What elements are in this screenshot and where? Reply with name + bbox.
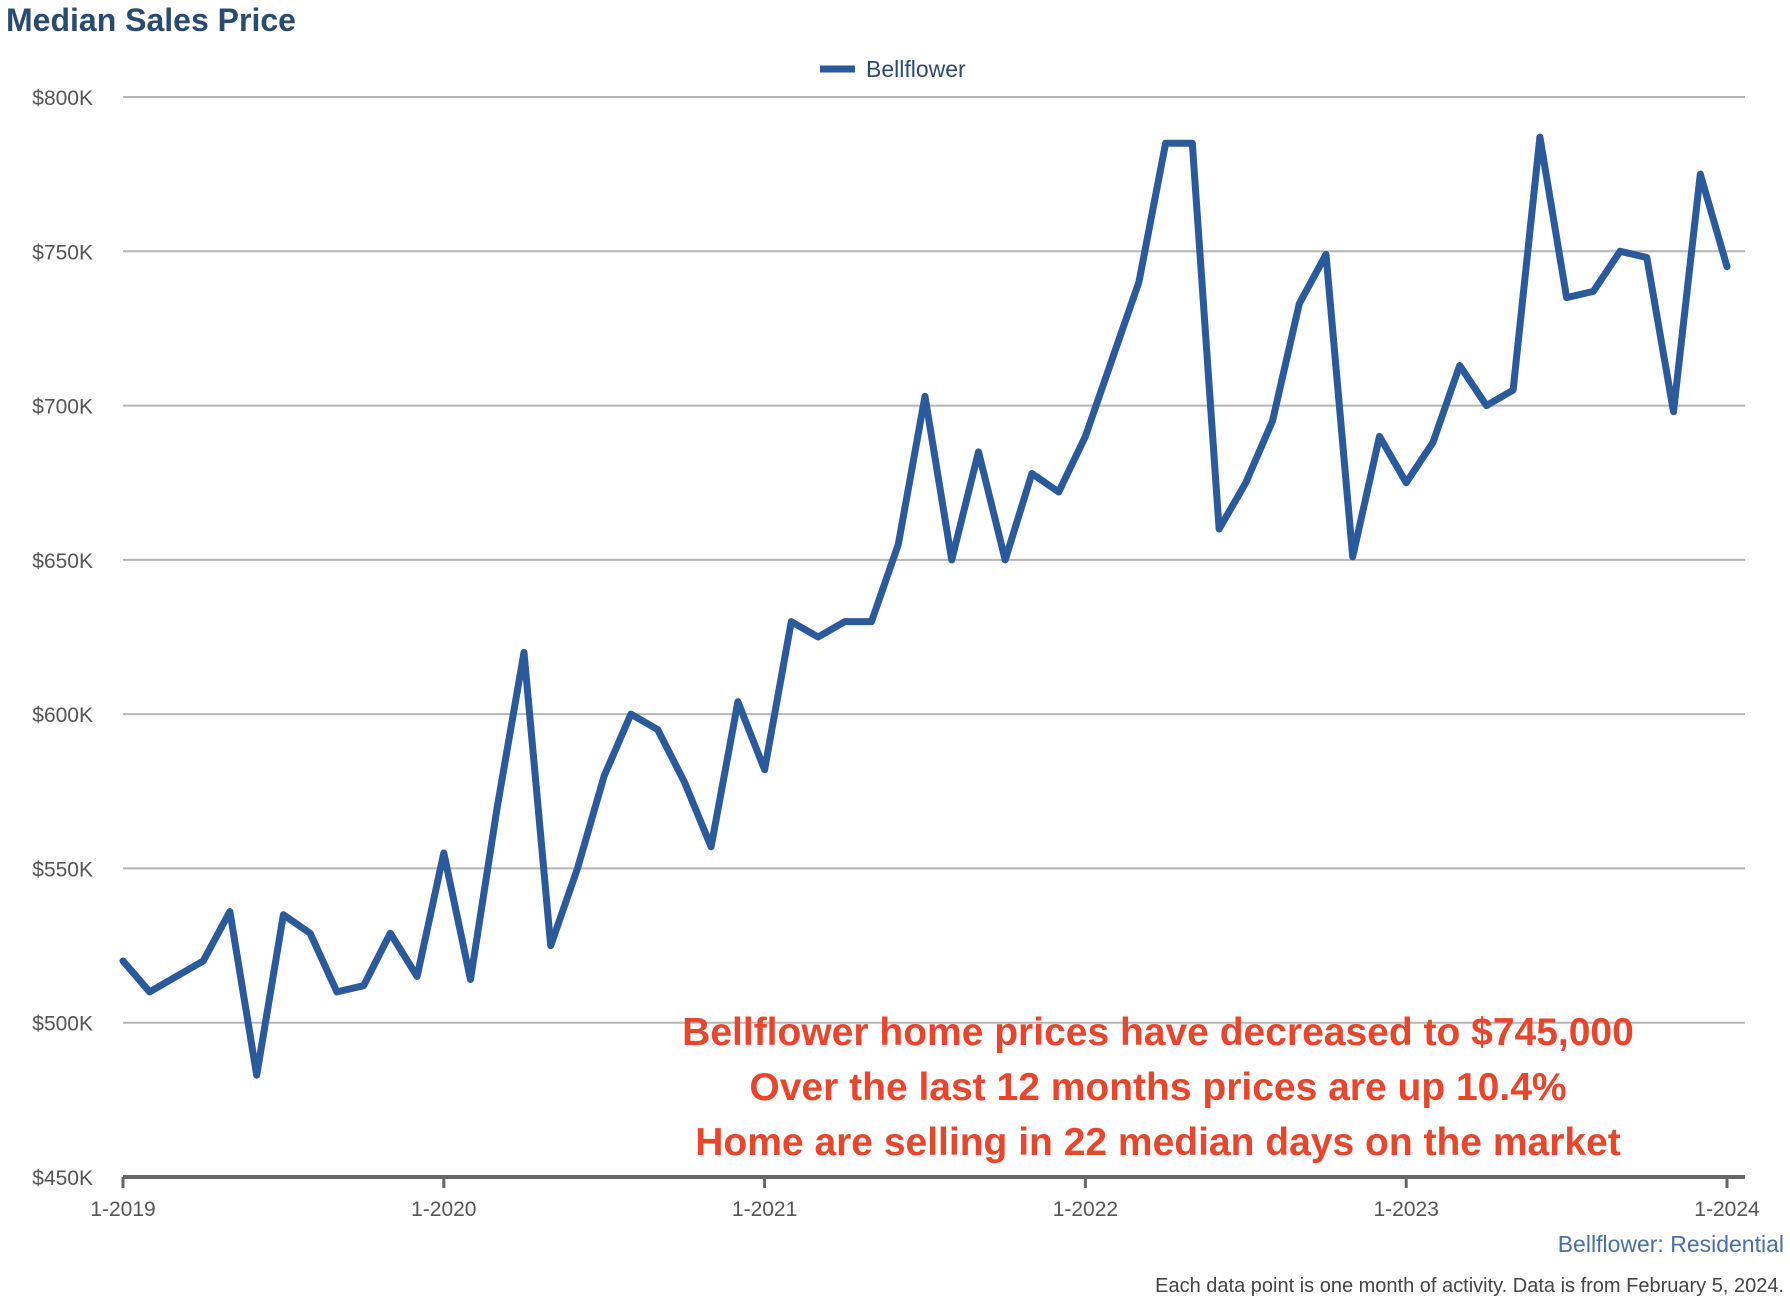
annotation-line-3: Home are selling in 22 median days on th… [695,1121,1621,1164]
data-point [1564,295,1570,301]
data-point [280,912,286,918]
data-point [1483,403,1489,409]
data-point [1617,248,1623,254]
y-tick-label: $750K [32,241,93,264]
data-point [307,930,313,936]
gridlines [123,96,1745,1024]
data-point [1189,140,1195,146]
data-point [1644,254,1650,260]
data-point [1697,171,1703,177]
data-point [1109,356,1115,362]
data-point [869,619,875,625]
data-point [975,449,981,455]
data-point [842,619,848,625]
data-point [334,989,340,995]
series-points [120,134,1730,1078]
bellflower-series-line [119,133,1731,1079]
data-point [708,844,714,850]
data-point [494,804,500,810]
y-tick-label: $700K [32,396,93,419]
y-tick-label: $600K [32,704,93,727]
y-tick-label: $800K [32,87,93,110]
data-point [227,909,233,915]
y-tick-label: $500K [32,1013,93,1036]
annotation-line-1: Bellflower home prices have decreased to… [682,1011,1634,1054]
x-tick-label: 1-2024 [1694,1198,1760,1221]
data-point [681,779,687,785]
data-point [815,634,821,640]
data-point [628,711,634,717]
data-point [1350,554,1356,560]
chart-title: Median Sales Price [6,2,296,38]
data-point [120,958,126,964]
data-point [548,943,554,949]
data-point [1510,387,1516,393]
legend: Bellflower [820,56,966,82]
data-point [1537,134,1543,140]
x-tick-label: 1-2022 [1053,1198,1118,1221]
data-point [1430,440,1436,446]
data-point [1403,480,1409,486]
data-point [1082,433,1088,439]
data-point [414,973,420,979]
data-point [922,393,928,399]
data-point [574,865,580,871]
x-tick-label: 1-2020 [411,1198,476,1221]
x-tick-label: 1-2023 [1374,1198,1439,1221]
data-point [1056,489,1062,495]
data-point [468,977,474,983]
data-point [735,699,741,705]
data-point [200,958,206,964]
annotation: Bellflower home prices have decreased to… [682,1011,1634,1164]
data-point [895,541,901,547]
y-axis-labels: $450K $500K $550K $600K $650K $700K $750K $800K [32,87,93,1190]
data-point [1136,279,1142,285]
data-point [1323,251,1329,257]
data-point [1590,288,1596,294]
data-point [173,973,179,979]
data-point [1002,557,1008,563]
y-tick-label: $550K [32,858,93,881]
data-point [1029,470,1035,476]
data-point [788,619,794,625]
x-tick-label: 1-2019 [90,1198,155,1221]
data-point [147,989,153,995]
data-point [601,773,607,779]
data-point [361,983,367,989]
data-point [254,1072,260,1078]
data-point [1724,264,1730,270]
x-axis: 1-2019 1-2020 1-2021 1-2022 1-2023 1-2024 [90,1175,1760,1221]
y-tick-label: $650K [32,550,93,573]
data-point [1671,409,1677,415]
data-point [1270,418,1276,424]
chart-subtitle: Bellflower: Residential [1558,1231,1784,1257]
data-point [521,649,527,655]
x-tick-label: 1-2021 [732,1198,797,1221]
data-point [1457,362,1463,368]
annotation-line-2: Over the last 12 months prices are up 10… [749,1066,1566,1109]
data-point [1296,301,1302,307]
data-point [1376,433,1382,439]
y-tick-label: $450K [32,1167,93,1190]
data-point [1243,480,1249,486]
legend-label: Bellflower [866,56,966,82]
data-point [655,727,661,733]
data-point [1216,526,1222,532]
data-point [441,850,447,856]
data-point [387,930,393,936]
data-point [762,767,768,773]
chart-footnote: Each data point is one month of activity… [1155,1275,1784,1297]
data-point [1163,140,1169,146]
data-point [949,557,955,563]
